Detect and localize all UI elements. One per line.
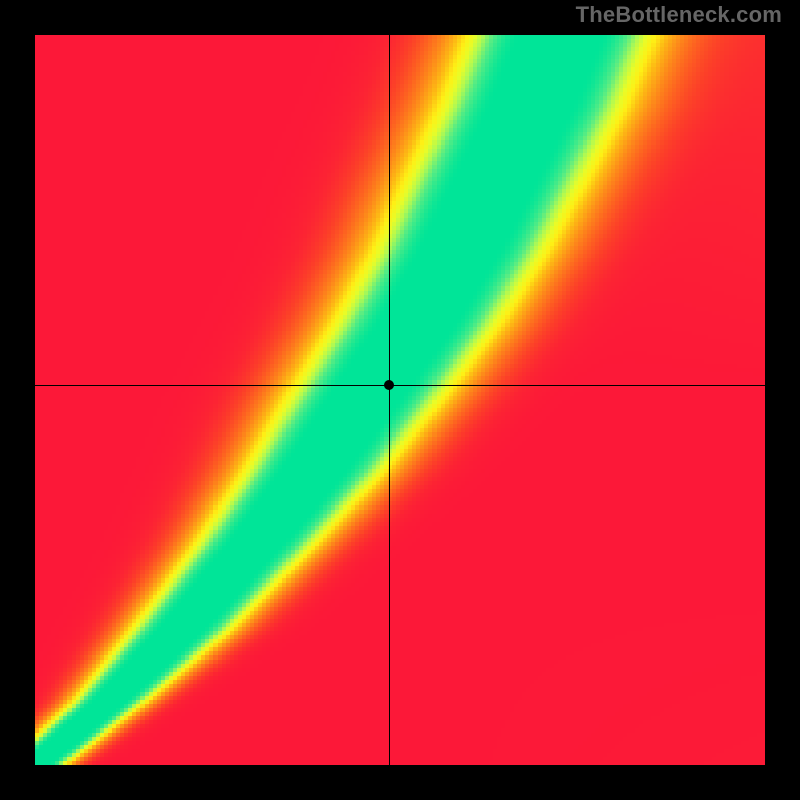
plot-area [35,35,765,765]
chart-frame: TheBottleneck.com [0,0,800,800]
watermark-text: TheBottleneck.com [576,2,782,28]
heatmap-canvas [35,35,765,765]
